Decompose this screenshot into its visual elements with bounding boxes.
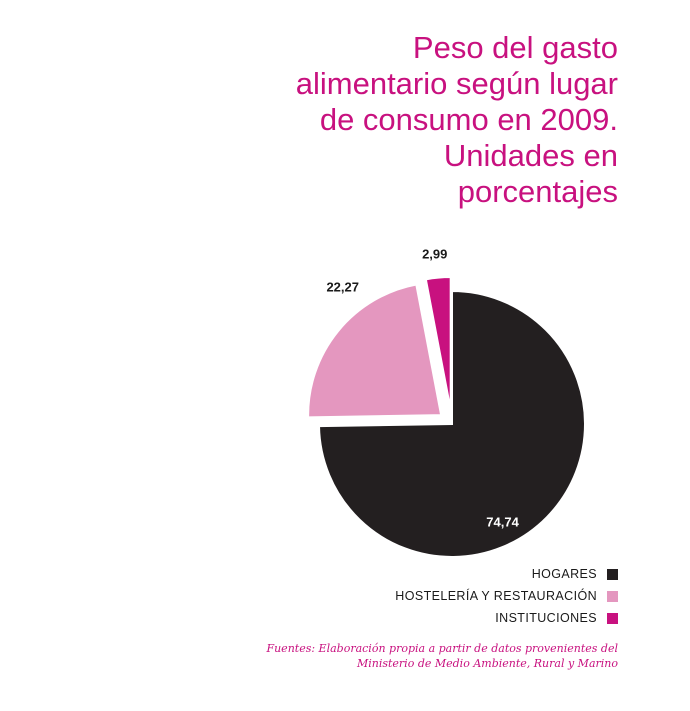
legend-item-hosteleria: HOSTELERÍA Y RESTAURACIÓN (395, 585, 618, 607)
legend-swatch-hogares (607, 568, 618, 580)
legend-swatch-instituciones (607, 612, 618, 624)
data-label-instituciones: 2,99 (422, 246, 447, 261)
chart-title: Peso del gasto alimentario según lugar d… (198, 30, 618, 210)
legend-item-instituciones: INSTITUCIONES (395, 607, 618, 629)
title-line-5: porcentajes (457, 174, 618, 209)
title-line-4: Unidades en (443, 138, 618, 173)
legend-item-hogares: HOGARES (395, 563, 618, 585)
pie-slice-instituciones (424, 276, 452, 411)
pie-slice-hogares (317, 289, 586, 558)
source-line-2: Ministerio de Medio Ambiente, Rural y Ma… (356, 657, 618, 670)
source-note: Fuentes: Elaboración propia a partir de … (188, 641, 618, 671)
legend-label-instituciones: INSTITUCIONES (495, 611, 597, 625)
legend-swatch-hosteleria (607, 590, 618, 602)
legend: HOGARES HOSTELERÍA Y RESTAURACIÓN INSTIT… (395, 563, 618, 629)
legend-label-hosteleria: HOSTELERÍA Y RESTAURACIÓN (395, 589, 597, 603)
pie-slice-hosteleria-y-restauracion (307, 283, 443, 419)
title-line-2: alimentario según lugar (295, 66, 618, 101)
title-line-3: de consumo en 2009. (319, 102, 618, 137)
legend-label-hogares: HOGARES (531, 567, 597, 581)
data-label-hogares: 74,74 (486, 514, 519, 529)
source-line-1: Fuentes: Elaboración propia a partir de … (266, 642, 618, 655)
title-line-1: Peso del gasto (412, 30, 618, 65)
data-label-hosteleria-y-restauracion: 22,27 (326, 279, 359, 294)
